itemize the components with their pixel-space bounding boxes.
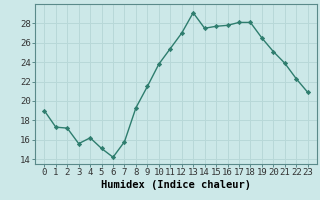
X-axis label: Humidex (Indice chaleur): Humidex (Indice chaleur) [101, 180, 251, 190]
